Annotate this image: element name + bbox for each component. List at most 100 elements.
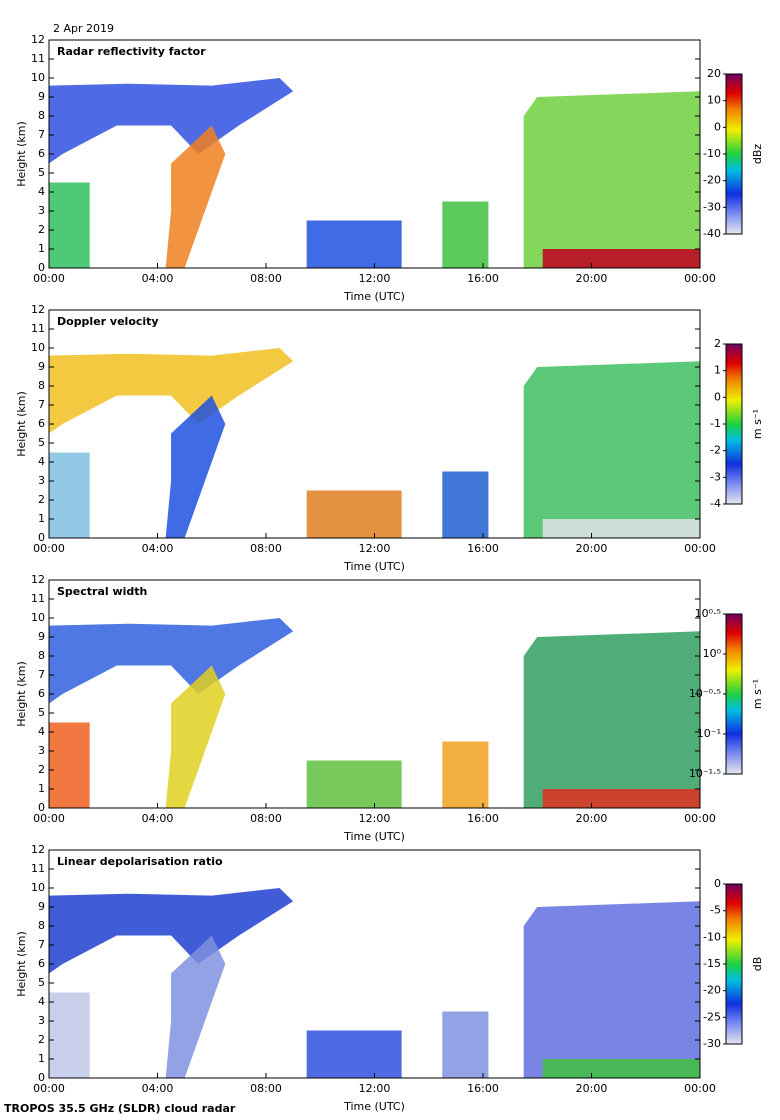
y-axis-label: Height (km): [15, 931, 28, 997]
x-tick-label: 16:00: [467, 812, 499, 825]
colorbar-tick-label: 0: [714, 390, 721, 403]
y-tick-label: 8: [38, 649, 45, 662]
radar-echo: [523, 631, 700, 808]
y-tick-label: 7: [38, 938, 45, 951]
radar-echo: [306, 490, 402, 538]
y-tick-label: 1: [38, 782, 45, 795]
radar-echo: [523, 91, 700, 268]
colorbar-tick-label: 2: [714, 337, 721, 350]
y-tick-label: 3: [38, 1014, 45, 1027]
colorbar-tick-label: -20: [703, 174, 721, 187]
x-tick-label: 00:00: [33, 1082, 65, 1095]
radar-echo: [49, 78, 294, 164]
x-tick-label: 12:00: [359, 542, 391, 555]
y-tick-label: 9: [38, 90, 45, 103]
y-tick-label: 2: [38, 223, 45, 236]
x-tick-label: 16:00: [467, 272, 499, 285]
radar-echo: [442, 201, 489, 268]
x-tick-label: 00:00: [684, 812, 716, 825]
radar-echo: [306, 220, 402, 268]
radar-echo: [542, 249, 700, 268]
y-tick-label: 7: [38, 668, 45, 681]
radar-echo: [306, 1030, 402, 1078]
footer: TROPOS 35.5 GHz (SLDR) cloud radar: [4, 1102, 236, 1115]
y-tick-label: 1: [38, 512, 45, 525]
radar-echo: [49, 888, 294, 974]
x-tick-label: 00:00: [33, 272, 65, 285]
y-axis-label: Height (km): [15, 391, 28, 457]
x-tick-label: 08:00: [250, 1082, 282, 1095]
y-tick-label: 3: [38, 204, 45, 217]
y-tick-label: 9: [38, 630, 45, 643]
date: 2 Apr 2019: [53, 22, 114, 35]
y-tick-label: 8: [38, 379, 45, 392]
x-tick-label: 20:00: [576, 812, 608, 825]
y-tick-label: 10: [31, 611, 45, 624]
colorbar-tick-label: -30: [703, 1037, 721, 1050]
y-tick-label: 4: [38, 995, 45, 1008]
x-tick-label: 00:00: [684, 542, 716, 555]
colorbar-tick-label: 10⁰: [703, 647, 722, 660]
panel-title: Radar reflectivity factor: [57, 45, 206, 58]
radar-echo: [442, 741, 489, 808]
colorbar: [725, 343, 743, 505]
x-tick-label: 00:00: [684, 1082, 716, 1095]
y-tick-label: 4: [38, 185, 45, 198]
y-tick-label: 3: [38, 474, 45, 487]
y-tick-label: 9: [38, 360, 45, 373]
y-tick-label: 7: [38, 128, 45, 141]
x-tick-label: 08:00: [250, 272, 282, 285]
y-tick-label: 11: [31, 862, 45, 875]
y-tick-label: 8: [38, 109, 45, 122]
y-axis-label: Height (km): [15, 661, 28, 727]
x-tick-label: 04:00: [142, 542, 174, 555]
colorbar: [725, 883, 743, 1045]
colorbar-tick-label: -10: [703, 147, 721, 160]
x-axis-label: Time (UTC): [343, 830, 405, 843]
x-tick-label: 16:00: [467, 1082, 499, 1095]
panel-title: Doppler velocity: [57, 315, 159, 328]
colorbar-tick-label: 10⁰·⁵: [695, 607, 721, 620]
y-tick-label: 4: [38, 725, 45, 738]
x-tick-label: 16:00: [467, 542, 499, 555]
y-tick-label: 5: [38, 976, 45, 989]
colorbar: [725, 613, 743, 775]
x-tick-label: 12:00: [359, 272, 391, 285]
y-tick-label: 1: [38, 1052, 45, 1065]
radar-echo: [542, 1059, 700, 1078]
y-tick-label: 0: [38, 531, 45, 544]
colorbar-tick-label: 1: [714, 364, 721, 377]
y-tick-label: 12: [31, 573, 45, 586]
radar-echo: [523, 361, 700, 538]
radar-echo: [49, 182, 90, 268]
colorbar-tick-label: -5: [710, 904, 721, 917]
y-axis-label: Height (km): [15, 121, 28, 187]
radar-echo: [49, 348, 294, 434]
y-tick-label: 8: [38, 919, 45, 932]
x-tick-label: 04:00: [142, 1082, 174, 1095]
radar-echo: [49, 992, 90, 1078]
radar-echo: [49, 452, 90, 538]
radar-echo: [165, 935, 226, 1078]
x-tick-label: 00:00: [33, 542, 65, 555]
colorbar-tick-label: 10: [707, 94, 721, 107]
colorbar-tick-label: 0: [714, 120, 721, 133]
y-tick-label: 6: [38, 957, 45, 970]
colorbar-tick-label: 10⁻¹·⁵: [689, 767, 721, 780]
x-tick-label: 04:00: [142, 272, 174, 285]
y-tick-label: 6: [38, 417, 45, 430]
y-tick-label: 11: [31, 52, 45, 65]
radar-echo: [542, 789, 700, 808]
y-tick-label: 6: [38, 687, 45, 700]
y-tick-label: 11: [31, 322, 45, 335]
colorbar-tick-label: -4: [710, 497, 721, 510]
y-tick-label: 12: [31, 33, 45, 46]
radar-echo: [165, 665, 226, 808]
colorbar-label: dBz: [751, 144, 764, 165]
y-tick-label: 0: [38, 801, 45, 814]
colorbar-label: m s⁻¹: [751, 679, 764, 709]
y-tick-label: 10: [31, 881, 45, 894]
colorbar-tick-label: -10: [703, 930, 721, 943]
radar-echo: [165, 125, 226, 268]
y-tick-label: 2: [38, 763, 45, 776]
